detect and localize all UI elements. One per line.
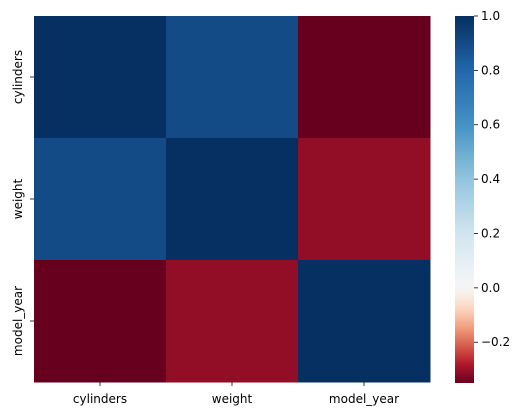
heatmap-cell-weight-weight bbox=[166, 138, 299, 261]
colorbar-tick-label: 0.8 bbox=[481, 63, 500, 77]
colorbar-tick-label: 0.0 bbox=[481, 281, 500, 295]
heatmap-cell-cylinders-weight bbox=[166, 16, 299, 139]
heatmap-cell-cylinders-cylinders bbox=[34, 16, 167, 139]
colorbar-tick-label: 0.6 bbox=[481, 118, 500, 132]
colorbar-gradient bbox=[455, 16, 474, 383]
y-tick-label-cylinders: cylinders bbox=[11, 50, 25, 104]
heatmap-cell-weight-model_year bbox=[298, 138, 431, 261]
colorbar-tick-label: 1.0 bbox=[481, 9, 500, 23]
heatmap-cell-weight-cylinders bbox=[34, 138, 167, 261]
colorbar-tick-label: −0.2 bbox=[481, 335, 510, 349]
heatmap-cell-model_year-weight bbox=[166, 260, 299, 383]
x-axis: cylinders weight model_year bbox=[73, 382, 399, 406]
colorbar: −0.2 0.0 0.2 0.4 0.6 0.8 1.0 bbox=[455, 9, 510, 383]
x-tick-label-weight: weight bbox=[212, 392, 253, 406]
heatmap-cell-cylinders-model_year bbox=[298, 16, 431, 139]
heatmap-cell-model_year-model_year bbox=[298, 260, 431, 383]
heatmap-cell-model_year-cylinders bbox=[34, 260, 167, 383]
x-tick-label-cylinders: cylinders bbox=[73, 392, 127, 406]
colorbar-ticks: −0.2 0.0 0.2 0.4 0.6 0.8 1.0 bbox=[474, 9, 510, 349]
heatmap-cells bbox=[34, 16, 431, 383]
y-axis: cylinders weight model_year bbox=[11, 50, 34, 356]
colorbar-tick-label: 0.2 bbox=[481, 226, 500, 240]
y-tick-label-weight: weight bbox=[11, 178, 25, 219]
x-tick-label-model_year: model_year bbox=[329, 392, 399, 406]
y-tick-label-model_year: model_year bbox=[11, 286, 25, 356]
colorbar-tick-label: 0.4 bbox=[481, 172, 500, 186]
